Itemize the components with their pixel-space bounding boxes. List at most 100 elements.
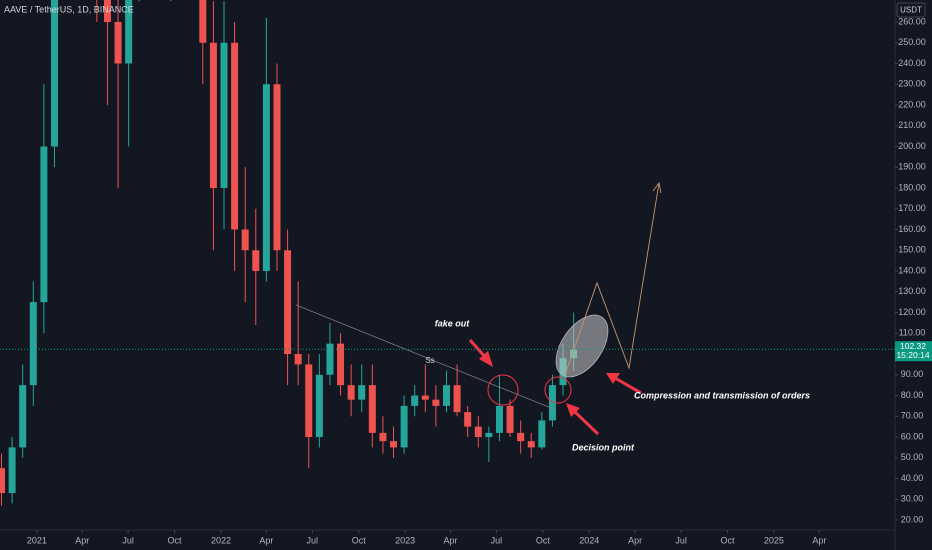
x-tick-label: Jul (307, 535, 319, 545)
trend-line (295, 304, 557, 411)
x-tick-label: 2024 (579, 535, 599, 545)
candle-body (548, 385, 556, 421)
y-tick-label: 260.00 (898, 16, 926, 26)
candle-body (0, 468, 6, 494)
y-tick-label: 30.00 (901, 494, 924, 504)
candle-body (358, 385, 366, 400)
y-tick-label: 150.00 (898, 245, 926, 255)
arrow-head (479, 351, 493, 367)
x-tick-label: 2022 (211, 535, 231, 545)
annotation: Decision point (572, 442, 635, 452)
y-tick-label: 110.00 (899, 328, 926, 338)
candle-body (305, 364, 313, 438)
candle-body (315, 374, 323, 438)
y-tick-label: 60.00 (901, 431, 924, 441)
last-price-label: 102.32 (900, 341, 926, 351)
y-tick-label: 210.00 (898, 120, 926, 130)
x-tick-label: Apr (259, 535, 273, 545)
candle-body (231, 42, 239, 230)
candle-body (464, 412, 472, 427)
chart-title: AAVE / TetherUS, 1D, BINANCE (4, 4, 134, 14)
projection-arrowhead (652, 181, 662, 194)
x-tick-label: Apr (812, 535, 826, 545)
candle-body (199, 0, 207, 43)
y-tick-label: 170.00 (898, 203, 926, 213)
candle-body (379, 432, 387, 442)
candles (0, 0, 578, 506)
circle-marker (487, 374, 519, 406)
candle-body (114, 21, 122, 64)
candle-body (421, 395, 429, 400)
candle-body (284, 250, 292, 355)
x-tick-label: Jul (122, 535, 134, 545)
x-tick-label: Jul (491, 535, 503, 545)
x-tick-label: Oct (536, 535, 551, 545)
candle-body (209, 42, 217, 189)
projection-path (564, 182, 660, 376)
countdown-label: 15:20:14 (896, 350, 929, 360)
y-tick-label: 230.00 (898, 79, 926, 89)
candle-body (262, 84, 270, 272)
y-tick-label: 250.00 (898, 37, 926, 47)
x-tick-label: Apr (444, 535, 458, 545)
candle-body (411, 395, 419, 406)
y-tick-label: 190.00 (898, 162, 926, 172)
currency-label[interactable]: USDT (900, 6, 922, 15)
candle-body (294, 354, 302, 365)
candle-body (103, 0, 111, 22)
candle-body (8, 447, 16, 494)
x-tick-label: Oct (168, 535, 183, 545)
x-tick-label: 2025 (764, 535, 784, 545)
candle-body (241, 229, 249, 251)
candle-body (220, 42, 228, 189)
candle-body (252, 250, 260, 272)
y-tick-label: 50.00 (901, 452, 924, 462)
annotation: Compression and transmission of orders (634, 390, 810, 400)
last-price-box (895, 341, 932, 362)
y-tick-label: 160.00 (898, 224, 926, 234)
candle-body (347, 385, 355, 400)
candle-body (527, 441, 535, 448)
x-tick-label: Oct (352, 535, 367, 545)
y-tick-label: 200.00 (898, 141, 926, 151)
circle-marker (544, 376, 572, 404)
y-tick-label: 220.00 (898, 99, 926, 109)
candle-body (442, 385, 450, 406)
arrow (572, 409, 600, 436)
x-tick-label: Jul (675, 535, 687, 545)
arrow (614, 376, 642, 395)
y-tick-label: 80.00 (901, 390, 924, 400)
candle-body (517, 432, 525, 442)
arrow-head (566, 403, 580, 417)
candle-body (474, 426, 482, 438)
candle-body (485, 432, 493, 438)
y-tick-label: 240.00 (898, 58, 926, 68)
compression-ellipse (555, 314, 609, 378)
candle-body (506, 405, 514, 433)
candle-body (453, 385, 461, 413)
candle-body (390, 441, 398, 448)
arrows (468, 339, 642, 436)
y-tick-label: 180.00 (898, 182, 926, 192)
annotation: fake out (435, 318, 471, 328)
annotation: Ss (425, 356, 434, 365)
candle-body (538, 420, 546, 448)
x-tick-label: 2023 (395, 535, 415, 545)
y-tick-label: 70.00 (901, 411, 924, 421)
candle-body (125, 0, 133, 64)
y-tick-label: 90.00 (901, 369, 924, 379)
candle-body (29, 302, 37, 386)
y-tick-label: 130.00 (898, 286, 926, 296)
y-tick-label: 20.00 (901, 514, 924, 524)
x-tick-label: Apr (75, 535, 89, 545)
y-tick-label: 140.00 (898, 265, 926, 275)
candle-body (50, 0, 58, 147)
currency-button[interactable] (896, 2, 926, 18)
candle-body (19, 385, 27, 448)
candle-body (400, 405, 408, 448)
candle-body (40, 146, 48, 303)
y-tick-label: 120.00 (898, 307, 926, 317)
